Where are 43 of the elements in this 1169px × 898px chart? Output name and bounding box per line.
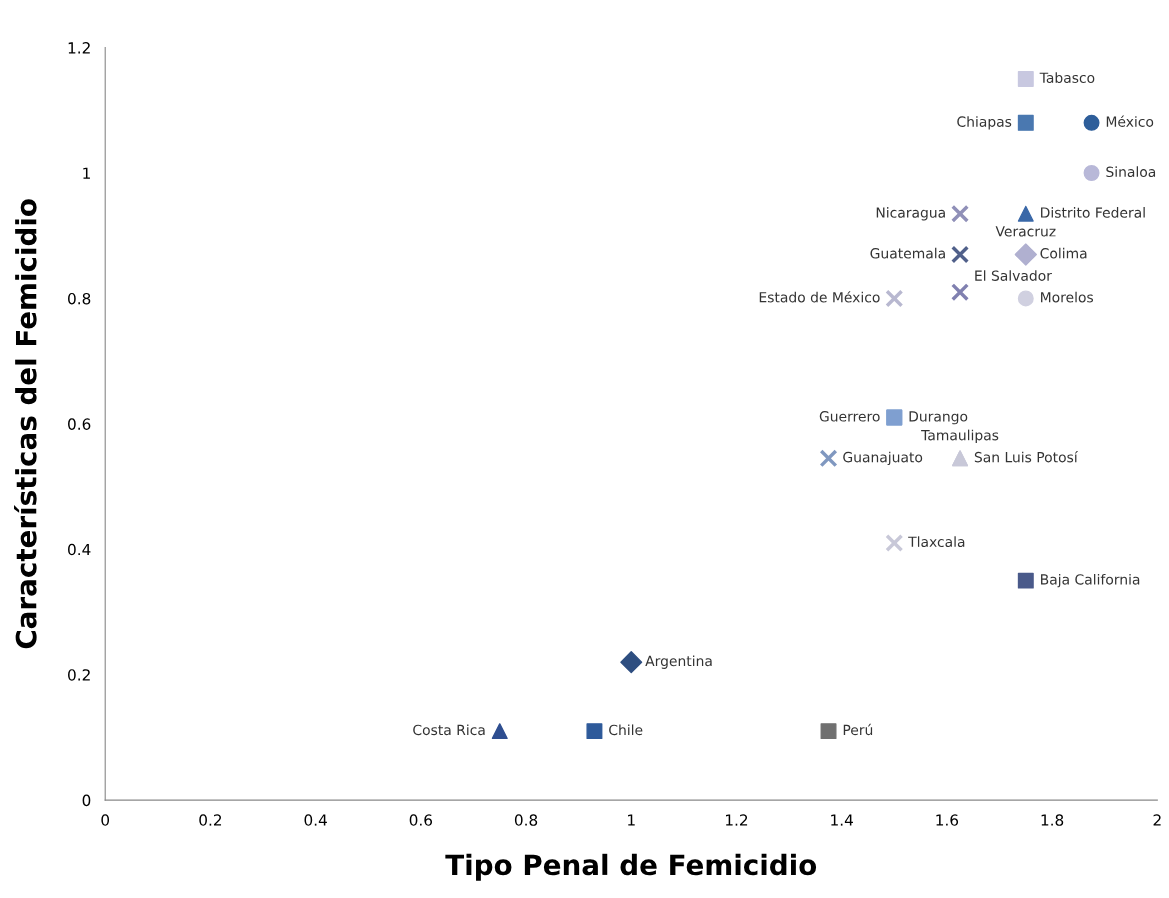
series-label: Costa Rica: [413, 724, 485, 736]
series-label: Perú: [843, 723, 873, 736]
series-label: México: [1106, 115, 1154, 127]
series-label: Guanajuato: [843, 451, 923, 466]
x-tick-label: 1.4: [831, 814, 853, 826]
series-label: San Luis Potosí: [974, 451, 1079, 463]
series-label: Colima: [1040, 247, 1087, 259]
series-label: Estado de México: [759, 291, 880, 303]
series-label: Morelos: [1041, 291, 1094, 303]
series-label: Nicaragua: [876, 207, 945, 221]
series-label: El Salvador: [975, 270, 1052, 281]
series-label: Durango: [909, 411, 968, 425]
x-tick-label: 1: [628, 814, 635, 826]
y-tick-label: 1: [83, 167, 90, 179]
x-tick-label: 2: [1153, 814, 1161, 826]
x-tick-label: 0: [101, 814, 110, 826]
series-label: Guatemala: [870, 247, 945, 259]
series-label: Guerrero: [819, 411, 880, 422]
y-tick-label: 0.8: [68, 292, 91, 305]
x-tick-label: 1.2: [726, 814, 748, 826]
x-tick-label: 0.4: [304, 814, 327, 826]
series-label: Tlaxcala: [908, 536, 965, 548]
series-label: Sinaloa: [1106, 166, 1156, 178]
series-label: Tamaulipas: [921, 429, 999, 444]
x-tick-label: 0.6: [409, 814, 433, 826]
series-label: Veracruz: [995, 226, 1056, 237]
series-label: Chiapas: [957, 116, 1012, 130]
series-label: Distrito Federal: [1041, 207, 1145, 218]
x-tick-label: 1.8: [1041, 814, 1064, 826]
series-label: Argentina: [645, 655, 712, 669]
series-label: Baja California: [1041, 573, 1140, 588]
x-axis-title: Tipo Penal de Femicidio: [445, 853, 817, 881]
series-label: Chile: [609, 724, 643, 736]
y-tick-label: 0.2: [68, 669, 90, 681]
y-tick-label: 1.2: [68, 42, 90, 54]
y-tick-label: 0: [82, 794, 91, 807]
x-tick-label: 0.2: [199, 814, 222, 826]
series-label: Tabasco: [1039, 72, 1095, 83]
x-tick-label: 1.6: [936, 814, 959, 826]
y-axis-title: Características del Femicidio: [14, 199, 37, 649]
y-tick-label: 0.6: [68, 418, 91, 430]
x-tick-label: 0.8: [514, 814, 538, 826]
y-tick-label: 0.4: [68, 543, 91, 556]
